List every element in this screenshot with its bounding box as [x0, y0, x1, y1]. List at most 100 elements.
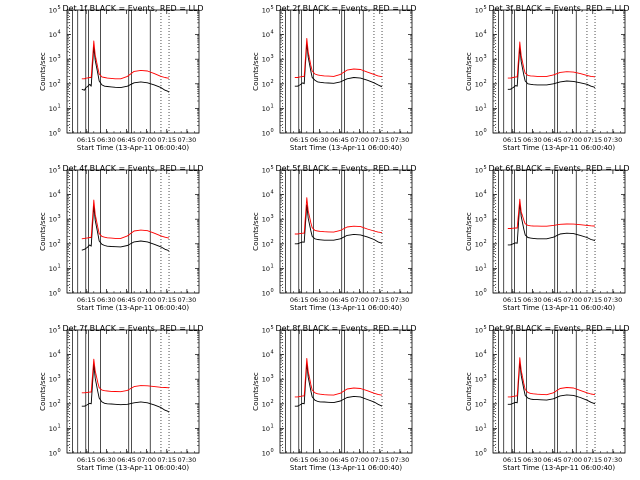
- y-tick-label-base: 10: [475, 216, 483, 224]
- plot-frame: [492, 9, 626, 134]
- y-tick-label-exponent: 0: [271, 128, 274, 134]
- events-series-line: [507, 361, 596, 405]
- y-tick-label-base: 10: [262, 167, 270, 175]
- events-series-line: [81, 205, 170, 252]
- y-tick-label-exponent: 2: [484, 79, 487, 85]
- chart-title: Det 7f BLACK = Events, RED = LLD: [62, 324, 203, 333]
- y-tick-label-base: 10: [475, 56, 483, 64]
- lld-series-line: [294, 37, 383, 78]
- y-tick-label-exponent: 1: [271, 263, 274, 269]
- y-tick-label-base: 10: [262, 130, 270, 138]
- y-tick-label-base: 10: [475, 351, 483, 359]
- y-tick-label-exponent: 0: [58, 448, 61, 454]
- y-tick-label-base: 10: [262, 191, 270, 199]
- x-tick-label: 07:00: [137, 456, 156, 464]
- y-tick-label-exponent: 1: [271, 103, 274, 109]
- y-tick-label-base: 10: [475, 327, 483, 335]
- y-tick-label-base: 10: [475, 240, 483, 248]
- y-tick-label-exponent: 2: [484, 399, 487, 405]
- y-tick-label-base: 10: [49, 327, 57, 335]
- x-tick-label: 07:00: [350, 456, 369, 464]
- y-tick-label-base: 10: [475, 167, 483, 175]
- x-tick-label: 06:15: [77, 456, 96, 464]
- x-tick-label: 06:45: [330, 296, 349, 304]
- x-tick-label: 07:30: [391, 136, 410, 144]
- y-tick-label-exponent: 4: [58, 190, 61, 196]
- x-tick-label: 06:30: [310, 456, 329, 464]
- y-tick-label-base: 10: [475, 376, 483, 384]
- y-tick-label-exponent: 1: [484, 263, 487, 269]
- lld-series-line: [294, 357, 383, 398]
- y-axis-label: Counts/sec: [465, 372, 473, 411]
- y-tick-label-exponent: 4: [271, 30, 274, 36]
- events-series-line: [507, 202, 596, 246]
- y-tick-label-base: 10: [262, 351, 270, 359]
- y-tick-label-base: 10: [49, 191, 57, 199]
- y-tick-label-exponent: 3: [484, 374, 487, 380]
- y-tick-label-exponent: 4: [271, 190, 274, 196]
- y-tick-label-base: 10: [262, 80, 270, 88]
- y-tick-label-base: 10: [262, 376, 270, 384]
- x-axis-label: Start Time (13-Apr-11 06:00:40): [77, 464, 189, 472]
- y-tick-label-base: 10: [475, 105, 483, 113]
- y-tick-label-base: 10: [475, 191, 483, 199]
- y-tick-label-exponent: 3: [484, 214, 487, 220]
- x-axis-label: Start Time (13-Apr-11 06:00:40): [77, 144, 189, 152]
- x-tick-label: 07:00: [350, 136, 369, 144]
- y-tick-label-base: 10: [262, 327, 270, 335]
- events-series-line: [507, 47, 596, 90]
- x-tick-label: 06:30: [523, 296, 542, 304]
- y-tick-label-base: 10: [49, 240, 57, 248]
- x-tick-label: 06:30: [523, 136, 542, 144]
- x-tick-label: 06:30: [97, 456, 116, 464]
- x-tick-label: 07:30: [604, 136, 623, 144]
- y-tick-label-exponent: 2: [271, 399, 274, 405]
- plot-frame: [492, 329, 626, 454]
- x-tick-label: 06:15: [503, 456, 522, 464]
- events-series-line: [294, 204, 383, 245]
- y-tick-label-exponent: 5: [484, 325, 487, 331]
- y-tick-label-base: 10: [49, 450, 57, 458]
- y-tick-label-base: 10: [262, 31, 270, 39]
- x-axis-label: Start Time (13-Apr-11 06:00:40): [503, 304, 615, 312]
- y-tick-label-exponent: 1: [58, 263, 61, 269]
- y-tick-label-base: 10: [262, 450, 270, 458]
- x-tick-label: 06:45: [117, 296, 136, 304]
- y-tick-label-exponent: 4: [58, 30, 61, 36]
- y-tick-label-base: 10: [49, 290, 57, 298]
- lld-series-line: [507, 41, 596, 79]
- x-tick-label: 07:30: [391, 456, 410, 464]
- y-tick-label-exponent: 5: [58, 325, 61, 331]
- y-tick-label-base: 10: [262, 7, 270, 15]
- y-tick-label-exponent: 0: [484, 288, 487, 294]
- x-tick-label: 07:30: [391, 296, 410, 304]
- x-tick-label: 07:15: [583, 456, 602, 464]
- y-tick-label-exponent: 2: [58, 399, 61, 405]
- y-tick-label-exponent: 2: [58, 79, 61, 85]
- y-tick-label-exponent: 2: [271, 79, 274, 85]
- x-tick-label: 07:00: [350, 296, 369, 304]
- x-axis-label: Start Time (13-Apr-11 06:00:40): [290, 464, 402, 472]
- y-axis-label: Counts/sec: [252, 52, 260, 91]
- chart-title: Det 6f BLACK = Events, RED = LLD: [488, 164, 629, 173]
- lld-series-line: [507, 198, 596, 229]
- y-tick-label-base: 10: [49, 425, 57, 433]
- y-tick-label-base: 10: [262, 56, 270, 64]
- y-tick-label-exponent: 3: [271, 54, 274, 60]
- y-axis-label: Counts/sec: [39, 52, 47, 91]
- x-tick-label: 06:30: [97, 136, 116, 144]
- x-axis-label: Start Time (13-Apr-11 06:00:40): [503, 144, 615, 152]
- x-tick-label: 07:15: [370, 456, 389, 464]
- y-tick-label-exponent: 1: [58, 103, 61, 109]
- chart-title: Det 2f BLACK = Events, RED = LLD: [275, 4, 416, 13]
- plot-frame: [279, 9, 413, 134]
- y-tick-label-base: 10: [262, 290, 270, 298]
- y-tick-label-exponent: 1: [271, 423, 274, 429]
- x-tick-label: 07:15: [583, 296, 602, 304]
- x-tick-label: 07:00: [137, 136, 156, 144]
- y-tick-label-base: 10: [475, 31, 483, 39]
